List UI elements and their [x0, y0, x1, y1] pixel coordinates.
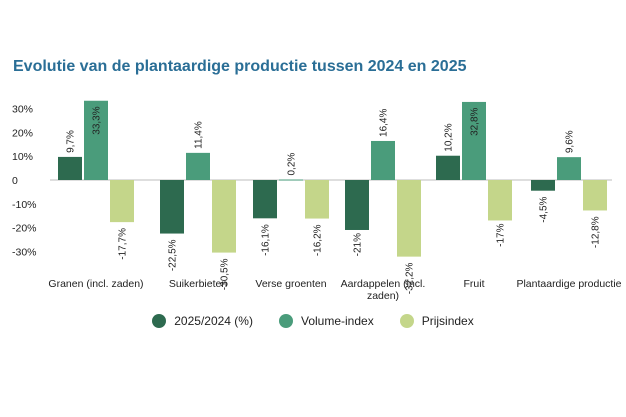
legend-swatch	[152, 314, 167, 328]
data-label-2-2: 11,4%	[194, 121, 205, 149]
bar-1-4	[345, 180, 369, 230]
data-label-1-3: -16,1%	[261, 224, 272, 256]
bar-2-1	[84, 100, 108, 180]
legend-item: 2025/2024 (%)	[152, 314, 253, 328]
bar-1-1	[58, 156, 82, 180]
bar-2-6	[557, 157, 581, 180]
data-label-1-5: 10,2%	[444, 123, 455, 151]
data-label-2-5: 32,8%	[470, 107, 481, 135]
bar-1-5	[436, 155, 460, 180]
y-tick-label: -20%	[12, 223, 37, 235]
bar-2-5	[462, 101, 486, 180]
legend-label: Prijsindex	[421, 314, 474, 328]
category-label: Granen (incl. zaden)	[48, 278, 143, 290]
category-label: zaden)	[367, 290, 399, 302]
y-tick-label: -10%	[12, 199, 37, 211]
bar-2-2	[186, 152, 210, 180]
bar-3-3	[305, 180, 329, 219]
data-label-3-2: -30,5%	[220, 258, 231, 290]
category-label: Verse groenten	[255, 278, 326, 290]
legend-swatch	[278, 314, 293, 328]
data-label-2-4: 16,4%	[379, 109, 390, 137]
bar-3-2	[212, 180, 236, 253]
legend-swatch	[399, 314, 414, 328]
legend-item: Prijsindex	[399, 314, 474, 328]
data-label-3-6: -12,8%	[591, 216, 602, 248]
bar-2-3	[279, 179, 303, 181]
data-label-2-1: 33,3%	[92, 106, 103, 134]
y-tick-label: 0	[12, 175, 18, 187]
bar-3-1	[110, 180, 134, 223]
bar-1-6	[531, 180, 555, 191]
data-label-2-6: 9,6%	[565, 130, 576, 153]
bar-1-2	[160, 180, 184, 234]
bar-3-4	[397, 180, 421, 257]
category-label: Aardappelen (incl.	[341, 278, 426, 290]
data-label-1-2: -22,5%	[168, 239, 179, 271]
legend-label: Volume-index	[300, 314, 374, 328]
legend-item: Volume-index	[278, 314, 374, 328]
y-tick-label: -30%	[12, 246, 37, 258]
category-label: Suikerbieten	[169, 278, 228, 290]
data-label-3-4: -32,2%	[405, 262, 416, 294]
chart-title: Evolutie van de plantaardige productie t…	[13, 58, 467, 75]
data-label-1-1: 9,7%	[66, 130, 77, 153]
legend-label: 2025/2024 (%)	[174, 314, 253, 328]
y-tick-label: 10%	[12, 151, 33, 163]
data-label-1-4: -21%	[353, 233, 364, 256]
y-tick-label: 30%	[12, 104, 33, 116]
bar-1-3	[253, 180, 277, 219]
data-label-3-3: -16,2%	[313, 224, 324, 256]
category-label: Fruit	[464, 278, 485, 290]
data-label-1-6: -4,5%	[539, 196, 550, 222]
bar-3-5	[488, 180, 512, 221]
bar-3-6	[583, 180, 607, 211]
y-tick-label: 20%	[12, 127, 33, 139]
data-label-3-5: -17%	[496, 223, 507, 246]
data-label-2-3: 0,2%	[287, 153, 298, 176]
legend: 2025/2024 (%) Volume-index Prijsindex	[0, 314, 626, 328]
data-label-3-1: -17,7%	[118, 228, 129, 260]
bar-2-4	[371, 140, 395, 180]
category-label: Plantaardige productie	[516, 278, 621, 290]
